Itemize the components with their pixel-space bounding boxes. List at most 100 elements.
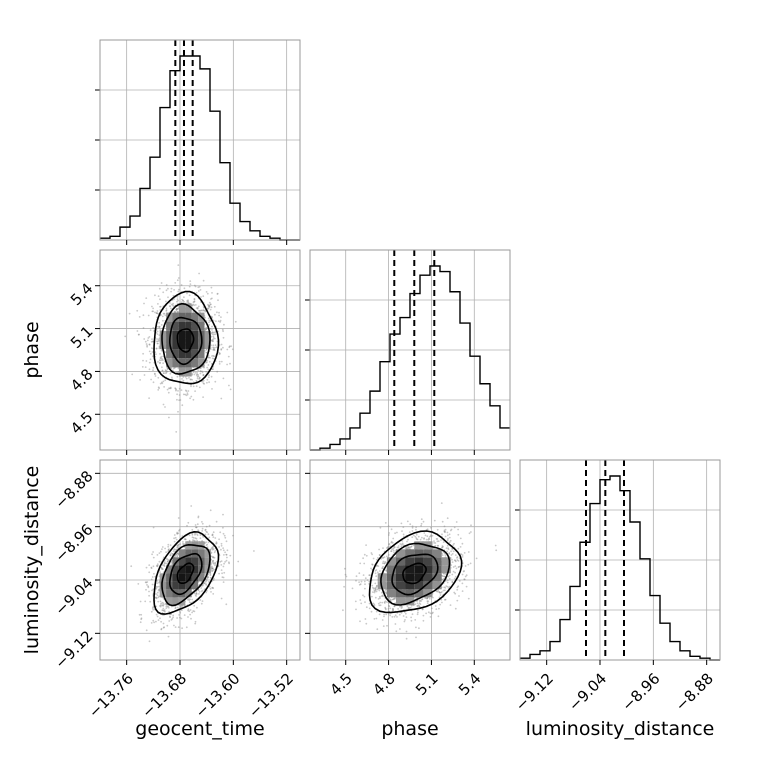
scatter-point xyxy=(156,312,159,315)
scatter-point xyxy=(162,602,165,605)
scatter-point xyxy=(207,307,209,310)
scatter-point xyxy=(183,300,186,303)
scatter-point xyxy=(195,593,198,595)
scatter-point xyxy=(170,563,173,565)
scatter-point xyxy=(163,372,165,374)
scatter-point xyxy=(222,549,225,552)
scatter-point xyxy=(161,382,164,385)
scatter-point xyxy=(449,529,452,532)
scatter-point xyxy=(175,308,178,311)
scatter-point xyxy=(176,546,179,549)
scatter-point xyxy=(203,582,206,584)
scatter-point xyxy=(156,338,158,340)
scatter-point xyxy=(211,533,214,536)
scatter-point xyxy=(235,574,238,577)
contour-line-1 xyxy=(169,316,203,366)
scatter-point xyxy=(210,562,213,564)
scatter-point xyxy=(212,559,215,562)
joint-content xyxy=(100,460,300,660)
scatter-point xyxy=(169,554,172,557)
scatter-point xyxy=(188,610,191,613)
scatter-point xyxy=(152,619,155,622)
scatter-point xyxy=(439,594,442,596)
scatter-point xyxy=(457,560,460,562)
scatter-point xyxy=(215,542,218,545)
scatter-point xyxy=(456,599,459,602)
scatter-point xyxy=(206,381,208,384)
scatter-point xyxy=(145,360,148,362)
scatter-point xyxy=(212,531,215,534)
scatter-point xyxy=(454,571,456,574)
scatter-point xyxy=(447,537,449,540)
scatter-point xyxy=(422,608,424,611)
scatter-point xyxy=(437,540,440,543)
scatter-point xyxy=(142,314,145,317)
scatter-point xyxy=(439,592,441,594)
scatter-point xyxy=(374,589,377,591)
scatter-point xyxy=(162,604,165,607)
scatter-point xyxy=(382,565,384,568)
scatter-point xyxy=(210,303,212,306)
density-cell xyxy=(172,312,179,322)
scatter-point xyxy=(176,300,178,303)
scatter-point xyxy=(207,304,210,307)
scatter-point xyxy=(400,522,403,525)
scatter-point xyxy=(208,319,211,322)
scatter-point xyxy=(437,544,439,547)
density-cell xyxy=(172,330,179,340)
scatter-point xyxy=(208,324,211,326)
scatter-point xyxy=(161,604,164,607)
scatter-point xyxy=(444,598,447,601)
histogram-step-geocent_time xyxy=(100,55,300,241)
scatter-point xyxy=(408,547,411,550)
scatter-point xyxy=(228,384,230,387)
scatter-point xyxy=(169,615,171,618)
scatter-point xyxy=(154,375,157,377)
scatter-point xyxy=(404,547,407,549)
scatter-point xyxy=(228,561,230,564)
scatter-point xyxy=(161,609,164,612)
density-cell xyxy=(178,330,186,340)
scatter-point xyxy=(171,553,174,555)
scatter-point xyxy=(150,340,153,343)
scatter-point xyxy=(193,604,196,607)
scatter-point xyxy=(456,559,459,561)
scatter-point xyxy=(192,536,195,539)
scatter-point xyxy=(211,548,214,551)
scatter-point xyxy=(421,598,423,601)
scatter-point xyxy=(166,370,169,373)
scatter-point xyxy=(448,541,451,544)
scatter-point xyxy=(208,360,211,363)
scatter-point xyxy=(178,288,180,291)
scatter-point xyxy=(374,582,377,585)
density-cell xyxy=(185,340,192,350)
scatter-point xyxy=(209,587,212,590)
density-cell xyxy=(172,581,179,590)
scatter-point xyxy=(162,372,165,374)
scatter-point xyxy=(159,305,161,308)
scatter-point xyxy=(208,321,210,324)
scatter-point xyxy=(193,300,196,303)
scatter-point xyxy=(406,605,409,608)
scatter-point xyxy=(180,617,183,620)
scatter-point xyxy=(200,309,203,312)
scatter-point xyxy=(212,548,215,551)
scatter-point xyxy=(155,620,157,623)
scatter-point xyxy=(404,619,406,621)
scatter-point xyxy=(375,569,378,571)
scatter-point xyxy=(405,616,408,618)
scatter-point xyxy=(201,370,203,373)
scatter-point xyxy=(155,340,158,343)
scatter-point xyxy=(205,525,208,528)
scatter-point xyxy=(456,556,459,558)
density-cell xyxy=(172,340,179,350)
scatter-point xyxy=(439,603,441,606)
scatter-point xyxy=(182,541,184,543)
scatter-point xyxy=(173,367,176,369)
scatter-point xyxy=(445,547,448,550)
scatter-point xyxy=(160,604,162,607)
scatter-point xyxy=(189,598,192,601)
scatter-point xyxy=(148,590,150,593)
scatter-point xyxy=(385,569,387,572)
scatter-point xyxy=(155,347,158,350)
